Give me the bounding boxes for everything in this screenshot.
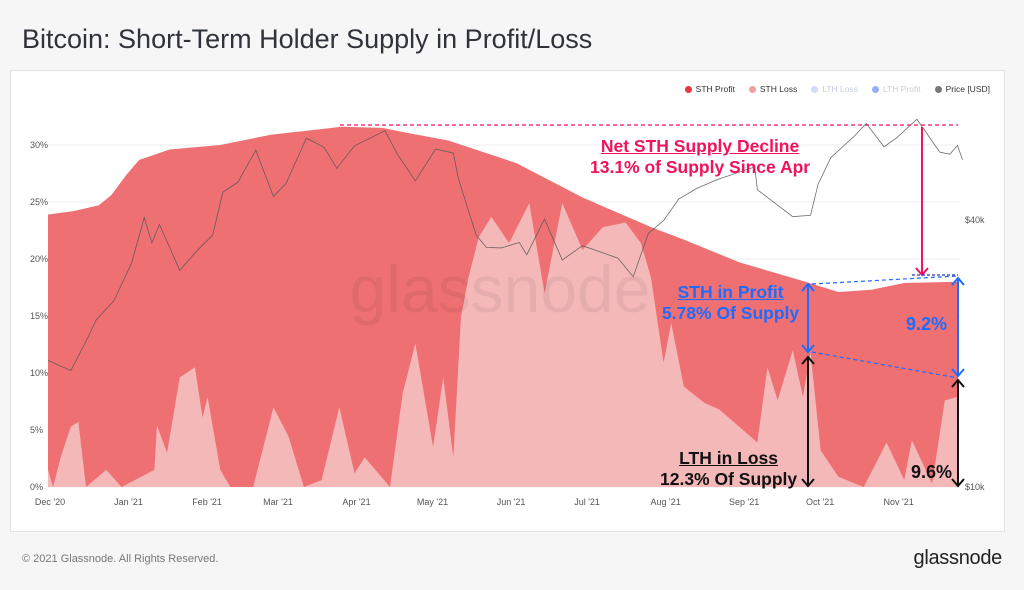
legend-dot-icon bbox=[934, 85, 942, 93]
x-tick-label: Sep '21 bbox=[729, 497, 759, 507]
glassnode-logo[interactable]: glassnode bbox=[913, 547, 1003, 569]
profit-arrow-sep-tail-icon bbox=[801, 282, 815, 292]
legend-label: STH Loss bbox=[759, 84, 798, 94]
decline-title: Net STH Supply Decline bbox=[600, 136, 800, 156]
legend-item-sth-profit[interactable]: STH Profit bbox=[684, 84, 735, 94]
price-line bbox=[47, 118, 963, 372]
legend-dot-icon bbox=[871, 85, 879, 93]
profit-annotation: STH in Profit 5.78% Of Supply bbox=[662, 282, 799, 324]
y-tick-label: 5% bbox=[30, 425, 43, 435]
x-tick-label: Jul '21 bbox=[574, 497, 600, 507]
x-tick-label: Nov '21 bbox=[884, 497, 914, 507]
legend-dot-icon bbox=[811, 85, 819, 93]
decline-sub: 13.1% of Supply Since Apr bbox=[590, 157, 811, 177]
legend-label: LTH Profit bbox=[882, 84, 921, 94]
x-tick-label: Feb '21 bbox=[192, 497, 222, 507]
loss-sub: 12.3% Of Supply bbox=[660, 469, 798, 489]
legend: STH Profit STH Loss LTH Loss LTH Profit Pric… bbox=[684, 84, 990, 94]
x-tick-label: May '21 bbox=[417, 497, 448, 507]
legend-dot-icon bbox=[684, 85, 692, 93]
legend-label: LTH Loss bbox=[822, 84, 858, 94]
x-tick-label: Apr '21 bbox=[342, 497, 370, 507]
y2-tick-label: $40k bbox=[965, 215, 985, 225]
y-tick-label: 15% bbox=[30, 311, 48, 321]
page-title: Bitcoin: Short-Term Holder Supply in Pro… bbox=[22, 24, 593, 54]
legend-item-lth-profit[interactable]: LTH Profit bbox=[871, 84, 921, 94]
y-tick-label: 30% bbox=[30, 140, 48, 150]
loss-annotation: LTH in Loss 12.3% Of Supply bbox=[660, 448, 797, 490]
copyright: © 2021 Glassnode. All Rights Reserved. bbox=[22, 553, 219, 565]
legend-label: Price [USD] bbox=[945, 84, 990, 94]
loss-title: LTH in Loss bbox=[679, 448, 778, 468]
legend-item-price-usd[interactable]: Price [USD] bbox=[934, 84, 990, 94]
profit-arrow-now-head-icon bbox=[951, 368, 965, 378]
y-tick-label: 20% bbox=[30, 254, 48, 264]
x-tick-label: Jan '21 bbox=[114, 497, 143, 507]
profit-top-dashed-line bbox=[811, 275, 959, 285]
x-tick-label: Jun '21 bbox=[497, 497, 526, 507]
x-tick-label: Oct '21 bbox=[806, 497, 834, 507]
x-tick-label: Dec '20 bbox=[35, 497, 65, 507]
profit-title: STH in Profit bbox=[677, 282, 784, 302]
legend-item-lth-loss[interactable]: LTH Loss bbox=[811, 84, 858, 94]
y2-tick-label: $10k bbox=[965, 482, 985, 492]
watermark: glassnode bbox=[350, 252, 651, 326]
legend-dot-icon bbox=[748, 85, 756, 93]
legend-item-sth-loss[interactable]: STH Loss bbox=[748, 84, 798, 94]
profit-now-label: 9.2% bbox=[906, 314, 948, 334]
profit-arrow-now-tail-icon bbox=[951, 276, 965, 286]
legend-label: STH Profit bbox=[695, 84, 735, 94]
profit-arrow-sep-head-icon bbox=[801, 344, 815, 354]
loss-arrow-now-tail-icon bbox=[951, 378, 965, 388]
sth-loss-area bbox=[48, 203, 958, 487]
loss-arrow-now-head-icon bbox=[951, 478, 965, 488]
profit-bottom-dashed-line bbox=[811, 351, 959, 379]
x-tick-label: Aug '21 bbox=[650, 497, 680, 507]
y-tick-label: 0% bbox=[30, 482, 43, 492]
y-tick-label: 25% bbox=[30, 197, 48, 207]
loss-now-label: 9.6% bbox=[911, 462, 953, 482]
x-tick-label: Mar '21 bbox=[263, 497, 293, 507]
decline-annotation: Net STH Supply Decline 13.1% of Supply S… bbox=[590, 136, 810, 178]
loss-arrow-sep-tail-icon bbox=[801, 355, 815, 365]
y-tick-label: 10% bbox=[30, 368, 48, 378]
profit-sub: 5.78% Of Supply bbox=[662, 303, 800, 323]
loss-arrow-sep-head-icon bbox=[801, 478, 815, 488]
